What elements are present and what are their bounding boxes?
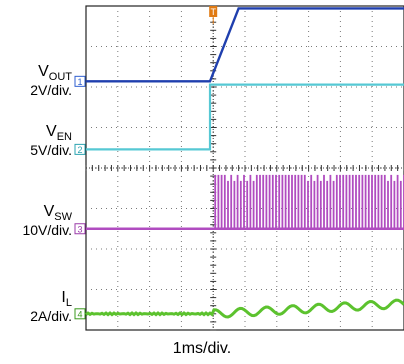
ven-symbol: V	[46, 123, 57, 140]
vout-trace	[86, 7, 404, 83]
ch2-marker-box	[74, 143, 86, 155]
ch1-marker-label: 1	[77, 77, 82, 87]
ven-scale: 5V/div.	[30, 142, 72, 158]
il-label: IL 2A/div.	[30, 289, 72, 324]
ch3-marker-label: 3	[77, 224, 82, 234]
ven-label: VEN 5V/div.	[30, 123, 72, 158]
il-symbol: I	[61, 289, 66, 306]
vout-symbol: V	[38, 63, 49, 80]
ch1-marker-box	[74, 75, 86, 87]
vsw-switching-burst	[214, 174, 404, 229]
vout-scale: 2V/div.	[30, 82, 72, 98]
il-trace	[85, 298, 404, 319]
vout-subscript: OUT	[48, 71, 72, 83]
vout-label: VOUT 2V/div.	[30, 63, 72, 98]
vsw-scale: 10V/div.	[22, 222, 72, 238]
ch2-marker-label: 2	[77, 145, 82, 155]
ch3-marker-box	[74, 223, 86, 235]
ch4-marker-box	[74, 308, 86, 320]
il-subscript: L	[65, 297, 72, 309]
vsw-label: VSW 10V/div.	[22, 203, 72, 238]
ven-subscript: EN	[56, 131, 72, 143]
il-scale: 2A/div.	[30, 308, 72, 324]
trigger-marker-box	[209, 6, 218, 17]
vsw-subscript: SW	[54, 211, 72, 223]
trigger-marker-label: T	[210, 7, 216, 17]
ven-trace	[86, 83, 404, 151]
vsw-symbol: V	[43, 203, 55, 220]
ch4-marker-label: 4	[77, 309, 82, 319]
timebase-label: 1ms/div.	[172, 340, 232, 357]
